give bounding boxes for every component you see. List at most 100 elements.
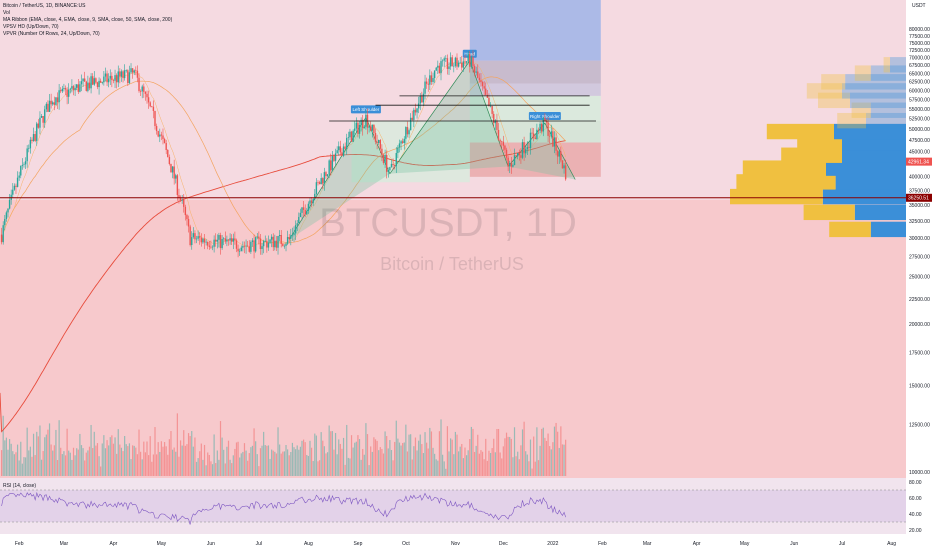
volume-bar <box>362 448 364 476</box>
price-tick-label: 50000.00 <box>909 127 930 133</box>
volume-bar <box>44 437 46 476</box>
candle-body <box>406 127 409 135</box>
candle-body <box>211 246 214 248</box>
volume-bar <box>561 444 564 476</box>
legend-ribbon[interactable]: MA Ribbon (EMA, close, 4, EMA, close, 9,… <box>3 17 173 23</box>
volume-bar <box>325 453 327 476</box>
volume-bar <box>84 460 86 476</box>
candle-body <box>56 97 59 103</box>
volume-bar <box>267 445 270 476</box>
volume-bar <box>442 454 444 476</box>
candle-body <box>144 91 147 94</box>
candle-body <box>542 117 544 132</box>
sma-50-line <box>1 76 566 244</box>
legend-symbol[interactable]: Bitcoin / TetherUS, 1D, BINANCE:US <box>3 3 86 9</box>
volume-bar <box>550 449 552 476</box>
vp-down-bar <box>845 74 906 90</box>
candle-body <box>7 208 9 213</box>
volume-bar <box>48 423 51 476</box>
volume-bar <box>21 463 23 476</box>
volume-bar <box>66 428 68 476</box>
candle-body <box>491 106 493 114</box>
candle-body <box>131 68 134 73</box>
volume-bar <box>291 442 294 476</box>
legend-vpvr[interactable]: VPVR (Number Of Rows, 24, Up/Down, 70) <box>3 31 100 37</box>
candle-body <box>147 97 150 103</box>
volume-bar <box>282 451 284 476</box>
candle-body <box>202 238 204 243</box>
candle-body <box>168 157 171 164</box>
volume-bar <box>218 459 220 476</box>
price-tick-label: 45000.00 <box>909 150 930 156</box>
legend-vpsv[interactable]: VPSV HD (Up/Down, 70) <box>3 24 59 30</box>
candle-body <box>430 75 433 82</box>
last-price-tag-bg <box>906 157 932 166</box>
candle-body <box>12 189 14 195</box>
volume-bar <box>103 435 105 476</box>
volume-bar <box>360 459 362 476</box>
candle-body <box>64 88 67 90</box>
time-tick-label: Apr <box>693 541 701 547</box>
candle-body <box>91 76 94 85</box>
time-tick-label: Jun <box>790 541 798 547</box>
candle-body <box>55 97 57 105</box>
volume-bar <box>499 452 501 476</box>
candle-body <box>328 160 330 175</box>
candle-body <box>475 71 477 73</box>
candle-body <box>526 147 529 150</box>
candle-body <box>521 142 524 158</box>
volume-bar <box>418 440 420 476</box>
volume-bar <box>179 440 182 476</box>
volume-bar <box>111 435 113 476</box>
price-tick-label: 52500.00 <box>909 117 930 123</box>
volume-bar <box>215 463 217 476</box>
volume-bar <box>333 449 335 476</box>
volume-bar <box>307 455 309 476</box>
vp-up-bar <box>883 57 890 73</box>
candle-body <box>246 245 249 247</box>
candle-body <box>187 219 190 227</box>
candle-body <box>453 65 455 67</box>
candle-body <box>433 70 436 79</box>
legend-vol[interactable]: Vol <box>3 10 10 16</box>
candle-body <box>213 239 215 247</box>
candle-body <box>101 82 103 83</box>
candle-body <box>123 70 126 79</box>
candle-body <box>355 122 358 129</box>
candle-body <box>502 141 505 146</box>
volume-bar <box>374 439 377 476</box>
candle-body <box>189 226 191 246</box>
candle-body <box>421 95 423 103</box>
candle-body <box>72 86 75 91</box>
volume-bar <box>37 436 39 476</box>
volume-bar <box>338 439 340 476</box>
candle-body <box>256 236 258 238</box>
volume-bar <box>93 431 95 476</box>
volume-bar <box>239 457 241 476</box>
price-tick-label: 67500.00 <box>909 63 930 69</box>
rsi-tick-label: 60.00 <box>909 496 922 502</box>
volume-bar <box>95 445 97 476</box>
volume-bar <box>473 451 476 476</box>
candle-body <box>283 245 286 247</box>
price-tick-label: 32500.00 <box>909 219 930 225</box>
candle-body <box>371 124 374 131</box>
candle-body <box>264 240 266 242</box>
volume-bar <box>20 441 22 476</box>
volume-bar <box>279 444 281 476</box>
candle-body <box>23 164 25 165</box>
candle-body <box>376 141 378 144</box>
candle-body <box>302 207 305 210</box>
candle-body <box>309 200 311 204</box>
candle-body <box>403 138 405 143</box>
candle-body <box>507 157 509 167</box>
volume-bar <box>450 438 452 476</box>
volume-bar <box>125 444 127 476</box>
rsi-legend[interactable]: RSI (14, close) <box>3 483 37 489</box>
volume-bar <box>497 428 500 476</box>
volume-bar <box>36 431 38 476</box>
volume-bar <box>402 443 404 476</box>
volume-bar <box>558 447 560 476</box>
rsi-pane <box>0 489 906 525</box>
